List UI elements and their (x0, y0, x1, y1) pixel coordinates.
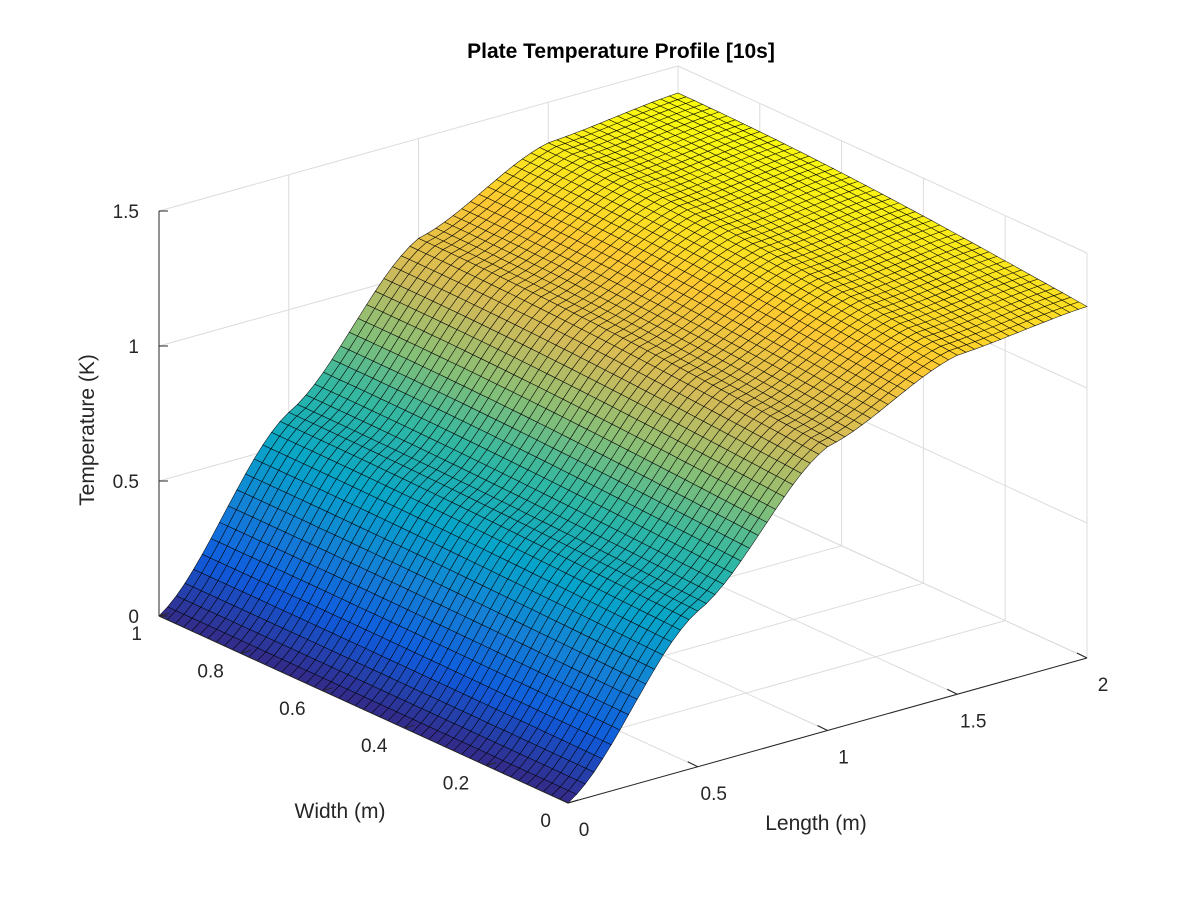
x-tick-mark (687, 761, 698, 768)
x-tick-mark (557, 797, 569, 804)
grid-line-sidewall-z (677, 65, 1088, 254)
surface-layer (158, 92, 1088, 804)
y-tick-label: 0 (540, 811, 551, 832)
x-axis-label: Length (m) (765, 812, 867, 835)
y-tick-label: 0.8 (197, 661, 223, 682)
y-tick-mark (404, 724, 415, 729)
y-tick-mark (322, 687, 333, 692)
x-tick-mark (1076, 652, 1088, 659)
x-tick-label: 1 (838, 748, 849, 769)
grid-line-backwall-z (158, 65, 679, 212)
y-tick-label: 1 (131, 624, 142, 645)
y-axis-label: Width (m) (295, 800, 386, 823)
y-tick-label: 0.2 (443, 774, 469, 795)
z-tick-label: 1.5 (113, 202, 139, 223)
y-tick-label: 0.6 (279, 699, 305, 720)
z-axis-label: Temperature (K) (76, 354, 99, 506)
z-tick-label: 1 (128, 337, 139, 358)
y-tick-mark (240, 649, 251, 654)
chart-title: Plate Temperature Profile [10s] (467, 40, 775, 63)
x-tick-mark (817, 725, 828, 731)
z-tick-label: 0 (128, 607, 139, 628)
y-tick-mark (486, 762, 497, 767)
y-tick-mark (567, 799, 579, 804)
y-tick-label: 0.4 (361, 736, 388, 757)
y-axis-line (158, 615, 569, 804)
z-tick-label: 0.5 (113, 472, 139, 493)
x-tick-mark (947, 688, 958, 695)
x-tick-label: 0.5 (701, 784, 727, 805)
x-tick-label: 2 (1098, 675, 1109, 696)
x-tick-label: 1.5 (960, 711, 986, 732)
x-tick-label: 0 (579, 820, 590, 841)
